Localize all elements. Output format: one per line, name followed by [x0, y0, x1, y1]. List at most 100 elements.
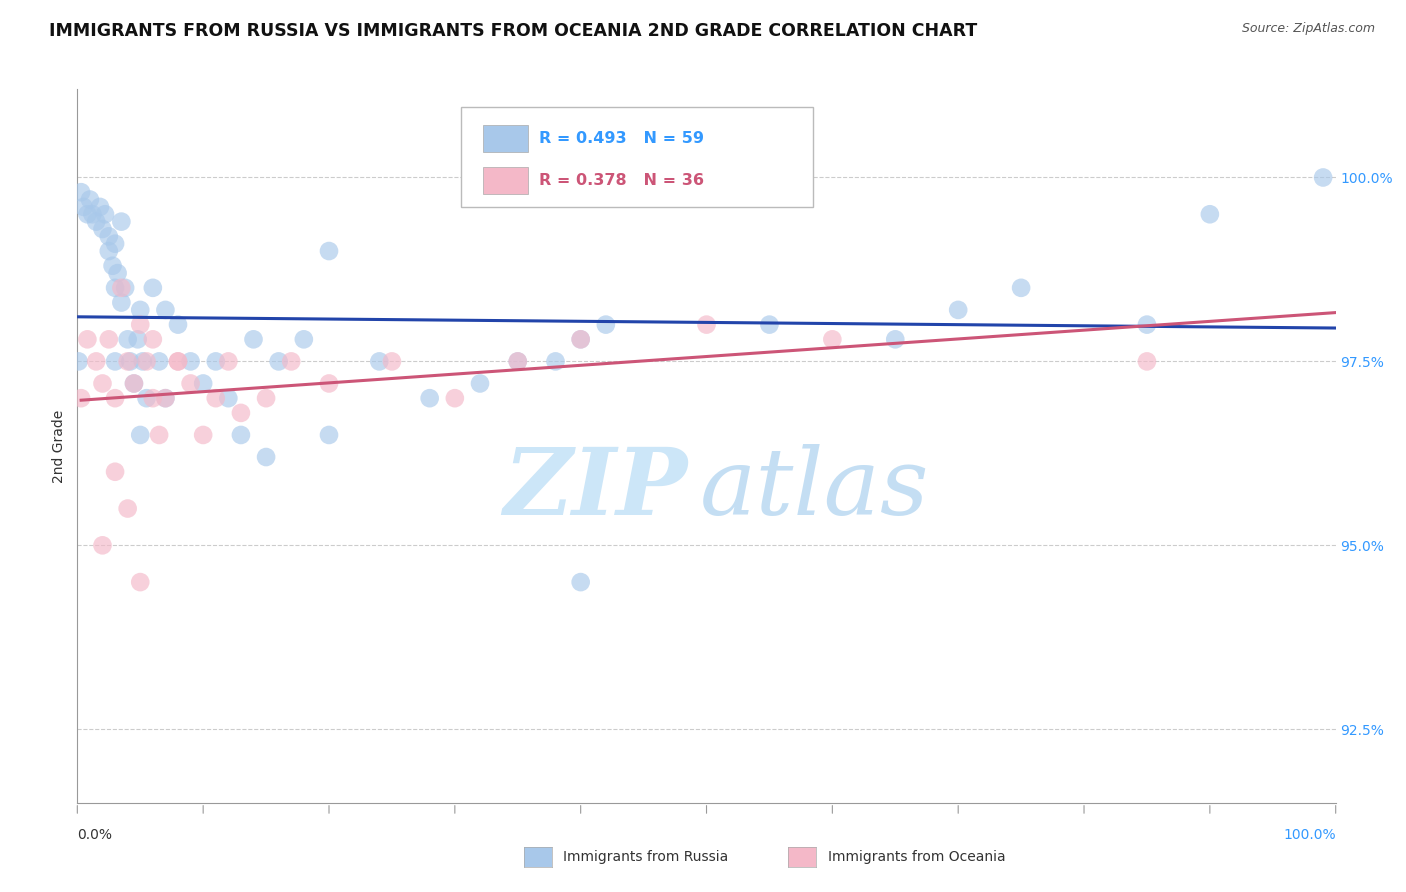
Point	[191, 376, 215, 391]
Point	[544, 354, 567, 368]
Point	[468, 376, 491, 391]
Point	[114, 281, 136, 295]
Point	[1136, 354, 1159, 368]
Point	[167, 354, 190, 368]
Text: 100.0%: 100.0%	[1284, 828, 1336, 842]
Point	[101, 259, 124, 273]
Point	[142, 332, 165, 346]
Point	[129, 428, 152, 442]
Point	[97, 332, 120, 346]
Point	[191, 428, 215, 442]
Point	[122, 376, 145, 391]
Point	[1198, 207, 1220, 221]
Point	[120, 354, 142, 368]
Point	[107, 266, 129, 280]
Point	[167, 354, 190, 368]
Point	[97, 229, 120, 244]
Point	[368, 354, 391, 368]
Point	[569, 575, 592, 590]
Point	[72, 200, 94, 214]
Point	[117, 501, 139, 516]
Point	[129, 302, 152, 317]
Point	[1010, 281, 1032, 295]
Y-axis label: 2nd Grade: 2nd Grade	[52, 409, 66, 483]
Point	[758, 318, 780, 332]
Point	[180, 376, 202, 391]
Point	[104, 281, 127, 295]
Point	[70, 185, 93, 199]
Point	[84, 214, 107, 228]
Point	[155, 391, 177, 405]
Text: atlas: atlas	[700, 444, 929, 533]
Text: 0.0%: 0.0%	[77, 828, 112, 842]
Point	[135, 354, 157, 368]
Point	[506, 354, 529, 368]
Point	[104, 391, 127, 405]
Point	[229, 406, 252, 420]
Point	[217, 354, 239, 368]
Point	[91, 538, 114, 552]
Point	[127, 332, 149, 346]
Point	[148, 354, 170, 368]
Point	[148, 428, 170, 442]
FancyBboxPatch shape	[482, 125, 527, 152]
Point	[292, 332, 315, 346]
Point	[229, 428, 252, 442]
Point	[91, 222, 114, 236]
Point	[94, 207, 117, 221]
FancyBboxPatch shape	[482, 168, 527, 194]
Point	[129, 318, 152, 332]
Point	[506, 354, 529, 368]
Point	[242, 332, 264, 346]
Point	[135, 391, 157, 405]
Point	[569, 332, 592, 346]
Point	[821, 332, 844, 346]
Point	[280, 354, 302, 368]
Point	[82, 207, 104, 221]
Point	[142, 281, 165, 295]
Point	[1136, 318, 1159, 332]
Point	[948, 302, 970, 317]
Point	[79, 193, 101, 207]
Point	[595, 318, 617, 332]
Point	[104, 354, 127, 368]
Point	[267, 354, 290, 368]
Point	[318, 428, 340, 442]
Point	[381, 354, 404, 368]
Point	[204, 391, 226, 405]
Point	[97, 244, 120, 258]
Point	[884, 332, 907, 346]
Point	[254, 450, 277, 464]
Point	[1312, 170, 1334, 185]
Text: Source: ZipAtlas.com: Source: ZipAtlas.com	[1241, 22, 1375, 36]
Point	[155, 391, 177, 405]
Text: R = 0.493   N = 59: R = 0.493 N = 59	[538, 130, 704, 145]
Point	[318, 244, 340, 258]
Point	[84, 354, 107, 368]
Point	[67, 354, 90, 368]
Point	[132, 354, 155, 368]
Point	[444, 391, 467, 405]
Point	[217, 391, 239, 405]
Point	[318, 376, 340, 391]
Point	[110, 295, 132, 310]
Point	[76, 332, 98, 346]
Point	[110, 281, 132, 295]
FancyBboxPatch shape	[461, 107, 814, 207]
Text: Immigrants from Russia: Immigrants from Russia	[564, 850, 728, 864]
Point	[104, 465, 127, 479]
Point	[254, 391, 277, 405]
Point	[180, 354, 202, 368]
Point	[76, 207, 98, 221]
Point	[696, 318, 718, 332]
Point	[129, 575, 152, 590]
Point	[91, 376, 114, 391]
Point	[204, 354, 226, 368]
Point	[117, 354, 139, 368]
Text: ZIP: ZIP	[503, 444, 688, 533]
Text: Immigrants from Oceania: Immigrants from Oceania	[828, 850, 1005, 864]
Point	[167, 318, 190, 332]
Point	[104, 236, 127, 251]
Point	[110, 214, 132, 228]
Point	[569, 332, 592, 346]
